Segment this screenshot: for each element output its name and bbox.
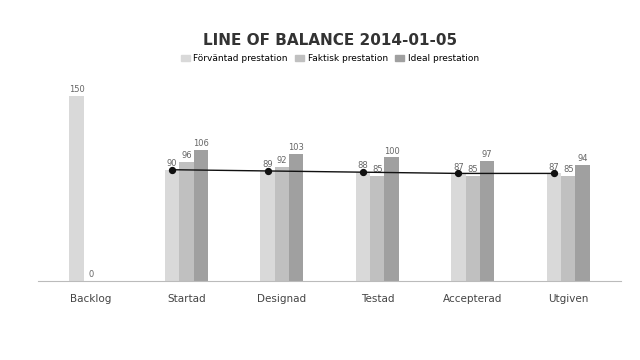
Bar — [575, 165, 590, 281]
Text: 92: 92 — [276, 156, 287, 165]
Text: 85: 85 — [563, 165, 573, 174]
Text: 97: 97 — [482, 150, 492, 159]
Text: 88: 88 — [358, 161, 369, 170]
Text: 94: 94 — [577, 154, 588, 163]
Point — [453, 171, 463, 176]
Bar — [289, 154, 303, 281]
Bar — [179, 162, 193, 281]
Bar — [69, 96, 84, 281]
Title: LINE OF BALANCE 2014-01-05: LINE OF BALANCE 2014-01-05 — [202, 33, 457, 48]
Bar — [165, 170, 179, 281]
Text: 89: 89 — [262, 160, 273, 169]
Text: 103: 103 — [288, 143, 304, 152]
Point — [549, 171, 559, 176]
Text: 87: 87 — [548, 163, 559, 172]
Bar — [275, 167, 289, 281]
Text: 85: 85 — [467, 165, 478, 174]
Point — [358, 169, 368, 175]
Point — [167, 167, 177, 172]
Text: 87: 87 — [453, 163, 464, 172]
Text: 100: 100 — [384, 147, 399, 156]
Bar — [193, 150, 208, 281]
Bar — [451, 174, 466, 281]
Bar — [385, 157, 399, 281]
Bar — [356, 172, 370, 281]
Bar — [260, 171, 275, 281]
Bar — [561, 176, 575, 281]
Bar — [547, 174, 561, 281]
Text: 96: 96 — [181, 152, 192, 161]
Text: 90: 90 — [167, 159, 177, 168]
Text: 150: 150 — [68, 85, 84, 94]
Legend: Förväntad prestation, Faktisk prestation, Ideal prestation: Förväntad prestation, Faktisk prestation… — [179, 52, 481, 65]
Point — [262, 168, 273, 174]
Bar — [466, 176, 480, 281]
Bar — [480, 161, 494, 281]
Text: 0: 0 — [88, 270, 93, 279]
Bar — [370, 176, 385, 281]
Text: 106: 106 — [193, 139, 209, 148]
Text: 85: 85 — [372, 165, 383, 174]
